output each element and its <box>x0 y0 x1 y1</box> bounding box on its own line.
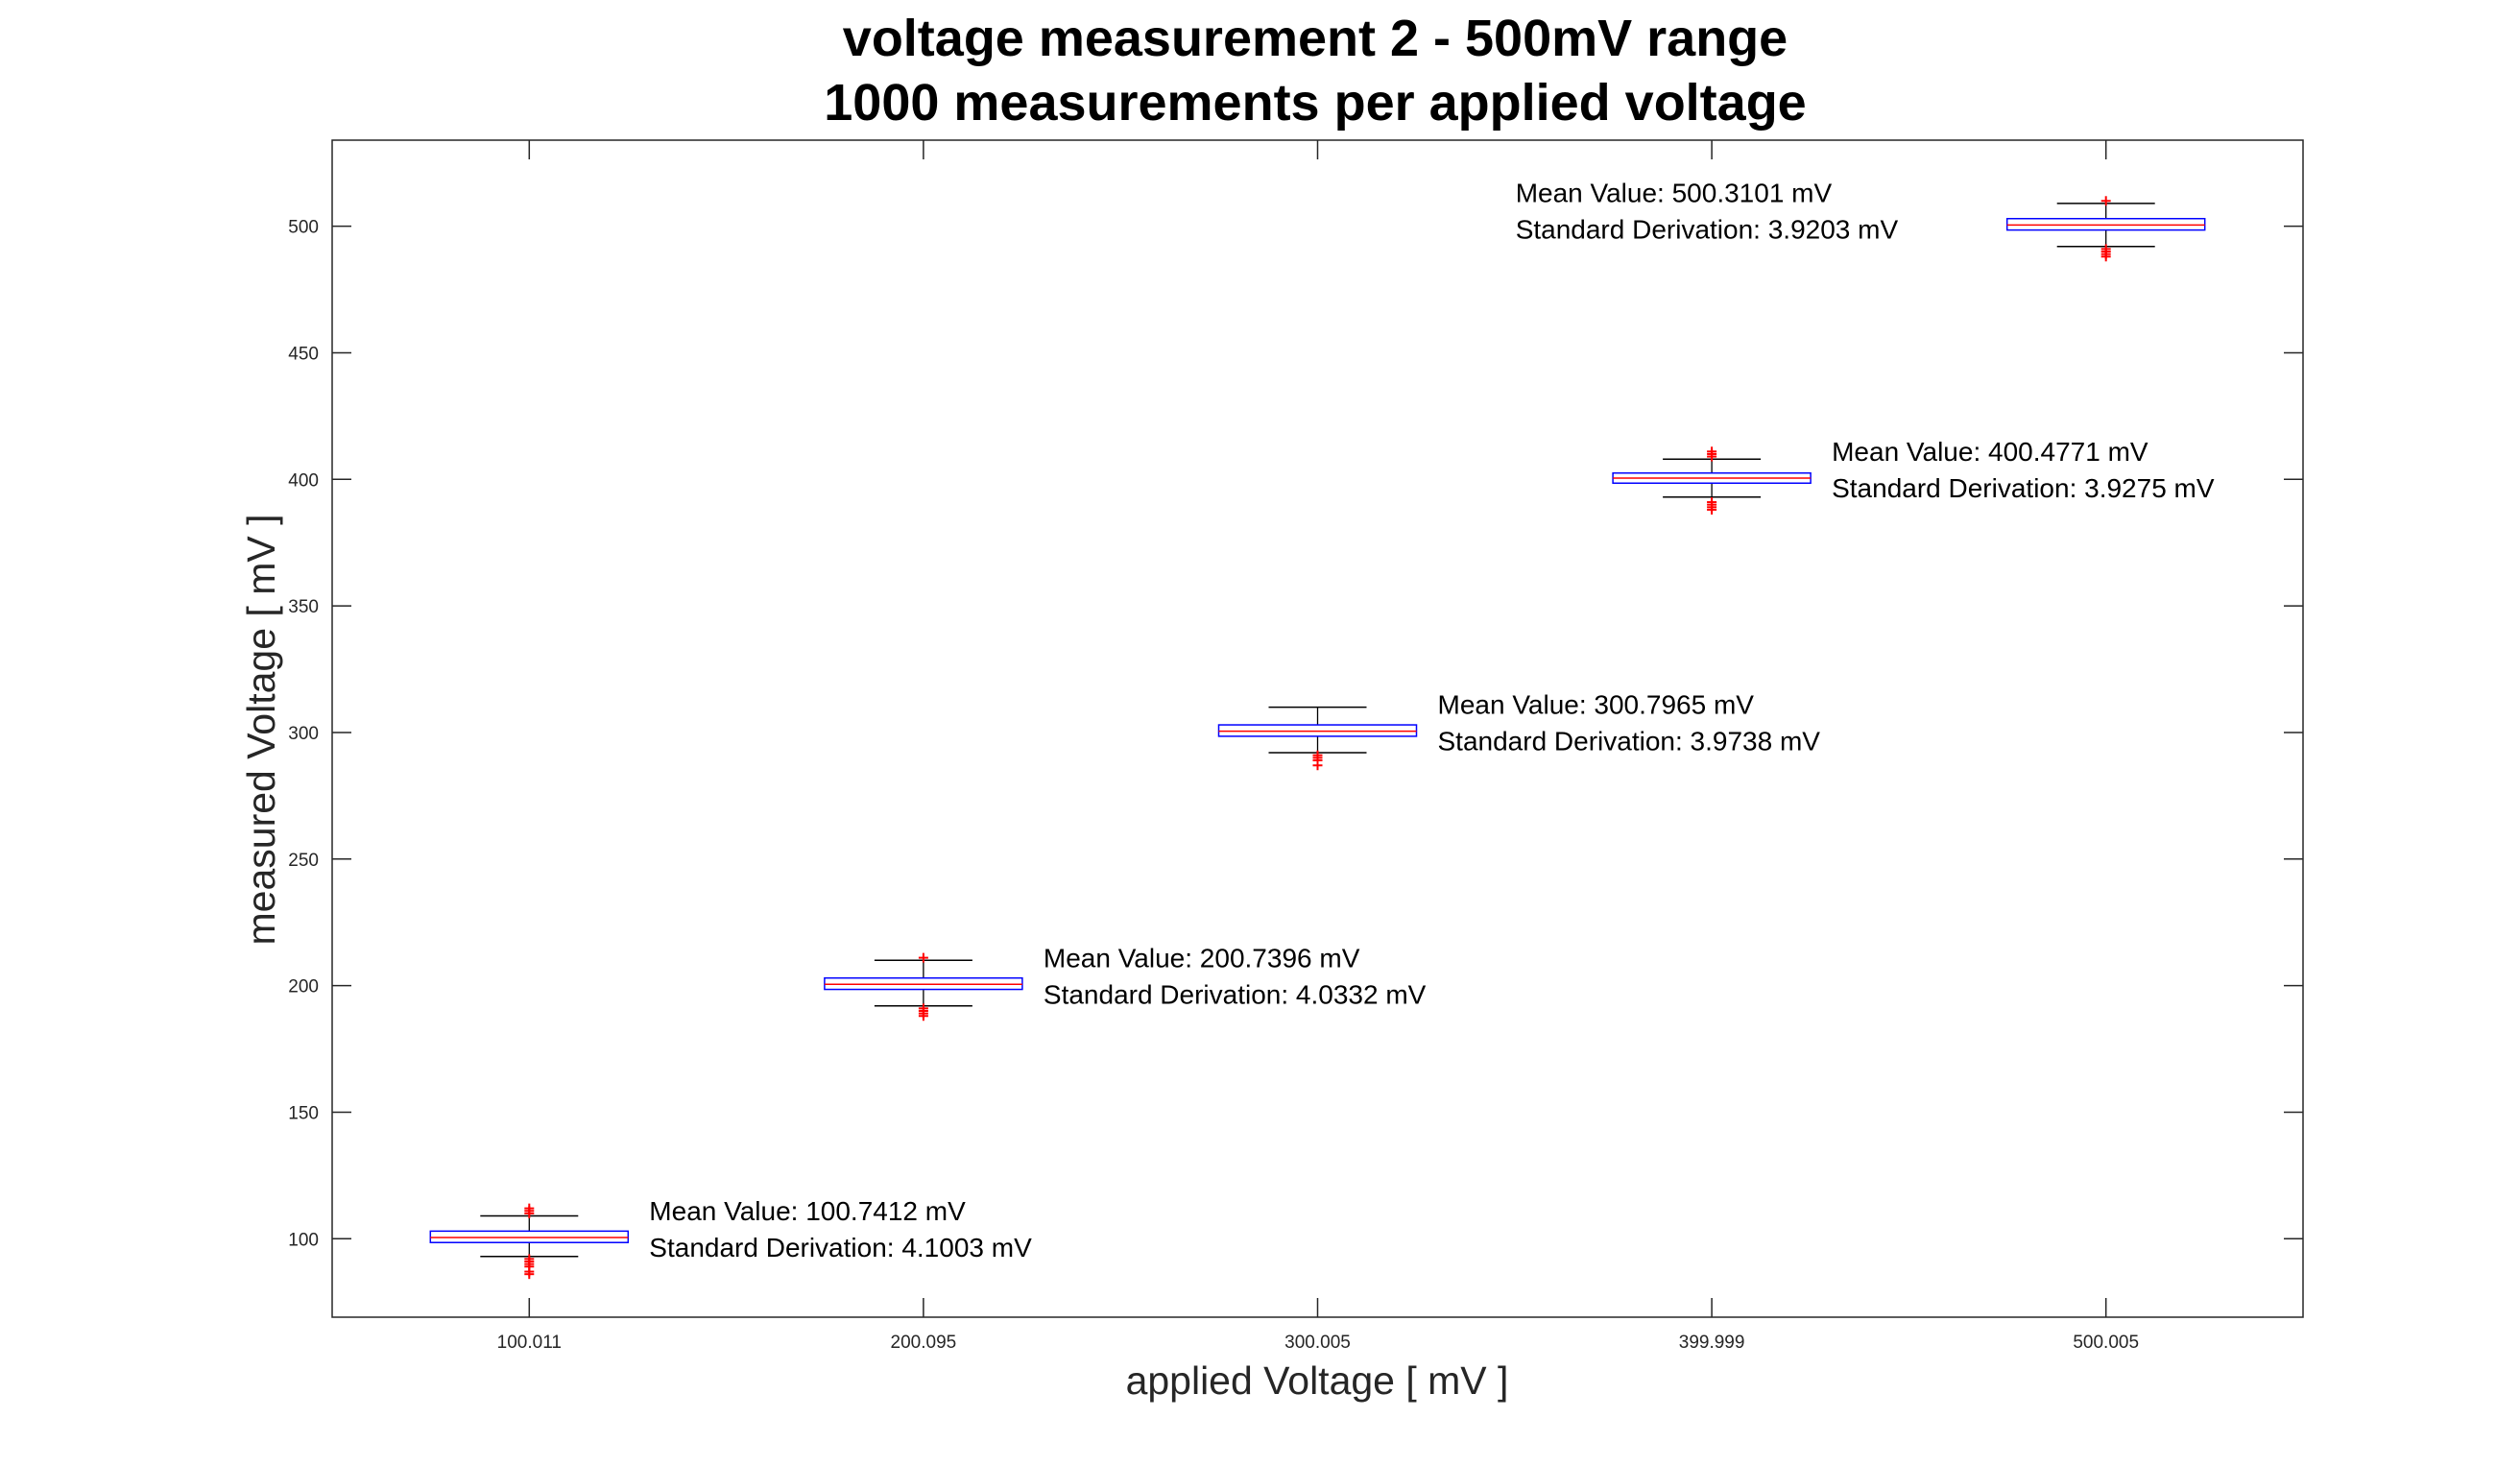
mean-value-annotation: Mean Value: 400.4771 mV <box>1832 437 2148 467</box>
y-tick-label: 450 <box>288 344 319 364</box>
std-deviation-annotation: Standard Derivation: 3.9275 mV <box>1832 473 2215 503</box>
mean-value-annotation: Mean Value: 200.7396 mV <box>1044 943 1360 973</box>
outlier-marker <box>1312 760 1323 771</box>
x-tick-label: 500.005 <box>2073 1333 2139 1353</box>
y-tick-label: 100 <box>288 1230 319 1250</box>
x-axis-label: applied Voltage [ mV ] <box>1126 1358 1509 1403</box>
y-tick-label: 150 <box>288 1103 319 1123</box>
plot-area-frame <box>331 139 2304 1318</box>
mean-value-annotation: Mean Value: 500.3101 mV <box>1516 179 1833 208</box>
y-tick-label: 350 <box>288 597 319 617</box>
x-tick-label: 399.999 <box>1679 1333 1745 1353</box>
outlier-marker <box>1707 446 1717 457</box>
box-399.999 <box>1612 446 1812 515</box>
outlier-marker <box>524 1269 535 1280</box>
y-axis-label: measured Voltage [ mV ] <box>239 515 283 946</box>
outlier-marker <box>918 952 928 963</box>
outlier-marker <box>2100 252 2111 262</box>
mean-value-annotation: Mean Value: 300.7965 mV <box>1438 690 1755 720</box>
mean-value-annotation: Mean Value: 100.7412 mV <box>649 1196 966 1226</box>
outlier-marker <box>524 1254 535 1264</box>
std-deviation-annotation: Standard Derivation: 3.9203 mV <box>1516 215 1899 245</box>
chart-title-line-2: 1000 measurements per applied voltage <box>824 74 1806 132</box>
x-axis-ticks: 100.011 200.095 300.005 399.999 500.005 <box>497 140 2139 1353</box>
box-200.095 <box>824 952 1023 1021</box>
outlier-marker <box>918 1011 928 1021</box>
outlier-marker <box>2100 196 2111 206</box>
outlier-marker <box>1707 504 1717 515</box>
y-tick-label: 500 <box>288 218 319 238</box>
std-deviation-annotation: Standard Derivation: 4.0332 mV <box>1044 979 1427 1009</box>
box-300.005 <box>1217 706 1418 771</box>
box-100.011 <box>429 1203 630 1280</box>
y-tick-label: 400 <box>288 470 319 491</box>
y-tick-label: 300 <box>288 724 319 744</box>
std-deviation-annotation: Standard Derivation: 3.9738 mV <box>1438 727 1821 757</box>
x-tick-label: 300.005 <box>1284 1333 1351 1353</box>
box-500.005 <box>2005 196 2206 262</box>
chart-title-line-1: voltage measurement 2 - 500mV range <box>843 10 1788 67</box>
std-deviation-annotation: Standard Derivation: 4.1003 mV <box>649 1233 1032 1262</box>
y-tick-label: 250 <box>288 851 319 871</box>
x-tick-label: 100.011 <box>497 1333 562 1353</box>
x-tick-label: 200.095 <box>891 1333 957 1353</box>
y-tick-label: 200 <box>288 977 319 997</box>
box-series <box>429 196 2206 1280</box>
y-axis-ticks: 100 150 200 250 300 350 400 450 500 <box>288 218 2303 1250</box>
annotations: Mean Value: 100.7412 mV Standard Derivati… <box>649 179 2215 1262</box>
outlier-marker <box>524 1203 535 1214</box>
